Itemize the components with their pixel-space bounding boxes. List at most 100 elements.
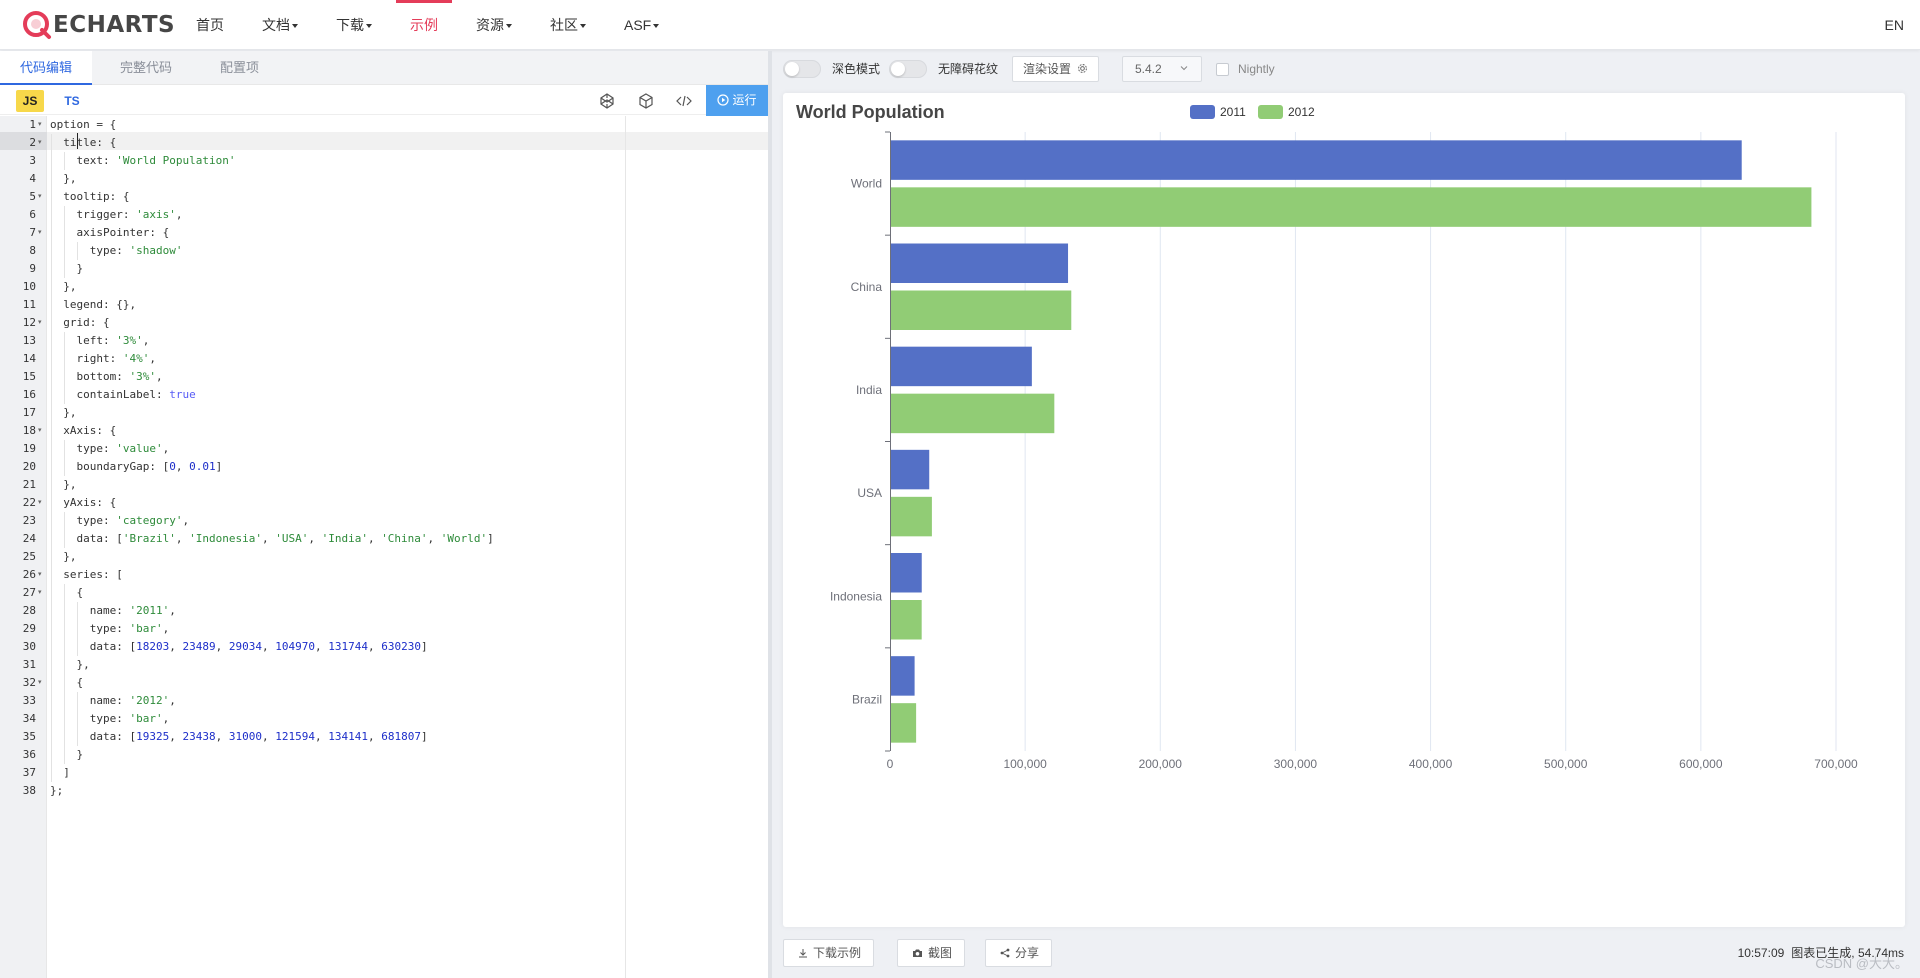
- bar-chart[interactable]: World Population 2011 2012 0 100,000 200,000 3…: [783, 93, 1905, 927]
- nav-menu: 首页 文档 下载 示例 资源 社区 ASF: [182, 0, 683, 50]
- gear-icon: [1078, 64, 1088, 73]
- nightly-checkbox[interactable]: [1216, 63, 1229, 76]
- bar-2011-world: [891, 140, 1742, 180]
- indent-guide: [51, 386, 52, 404]
- fold-toggle-icon[interactable]: ▾: [38, 499, 42, 506]
- fold-toggle-icon[interactable]: ▾: [38, 319, 42, 326]
- code-line: axisPointer: {: [50, 226, 170, 239]
- code-line: type: 'bar',: [50, 712, 170, 725]
- echarts-logo-icon: [23, 11, 51, 39]
- indent-guide: [51, 188, 52, 206]
- indent-guide: [51, 350, 52, 368]
- line-number: 22: [22, 496, 36, 509]
- code-line: name: '2012',: [50, 694, 176, 707]
- render-status: 10:57:09 图表已生成, 54.74ms: [1731, 939, 1904, 967]
- nav-item-label: ASF: [624, 17, 652, 33]
- code-line: left: '3%',: [50, 334, 150, 347]
- nav-item[interactable]: 下载: [322, 0, 386, 50]
- fold-toggle-icon[interactable]: ▾: [38, 121, 42, 128]
- run-label: 运行: [732, 93, 757, 107]
- line-number: 37: [22, 766, 36, 779]
- chart-container[interactable]: World Population 2011 2012 0 100,000 200,000 3…: [783, 93, 1905, 927]
- indent-guide: [64, 746, 66, 764]
- fold-toggle-icon[interactable]: ▾: [38, 193, 42, 200]
- code-line: grid: {: [50, 316, 110, 329]
- code-line: option = {: [50, 118, 117, 131]
- render-settings-button[interactable]: 渲染设置: [1012, 56, 1100, 82]
- fold-toggle-icon[interactable]: ▾: [38, 139, 42, 146]
- line-number: 36: [22, 748, 36, 761]
- nav-item-label: 下载: [336, 17, 364, 33]
- nav-item[interactable]: 文档: [248, 0, 312, 50]
- indent-guide: [51, 728, 52, 746]
- line-number: 19: [22, 442, 36, 455]
- line-number: 28: [22, 604, 36, 617]
- fold-toggle-icon[interactable]: ▾: [38, 427, 42, 434]
- language-switch[interactable]: EN: [1884, 17, 1904, 33]
- indent-guide: [64, 440, 66, 458]
- editor-panel: 代码编辑 完整代码 配置项 JS TS 运行 1 ▾ 2 ▾ 3 4 5 ▾ 6 7 ▾ 8 9 10 11 12…: [0, 51, 768, 978]
- code-line: {: [50, 586, 84, 599]
- js-toggle[interactable]: JS: [16, 90, 44, 112]
- codepen-icon[interactable]: [597, 91, 617, 111]
- code-line: data: [18203, 23489, 29034, 104970, 1317…: [50, 640, 428, 653]
- indent-guide: [51, 764, 52, 782]
- version-select[interactable]: 5.4.2: [1122, 56, 1203, 82]
- fold-toggle-icon[interactable]: ▾: [38, 229, 42, 236]
- indent-guide: [64, 530, 66, 548]
- code-line: bottom: '3%',: [50, 370, 163, 383]
- x-tick-label: 400,000: [1409, 757, 1453, 771]
- indent-guide: [64, 710, 66, 728]
- active-line-highlight: [47, 132, 768, 150]
- line-number: 14: [22, 352, 36, 365]
- caret-down-icon: [292, 24, 298, 29]
- codesandbox-icon[interactable]: [636, 91, 656, 111]
- share-button[interactable]: 分享: [985, 939, 1053, 967]
- y-category-label: USA: [857, 486, 882, 500]
- line-number: 30: [22, 640, 36, 653]
- decal-toggle[interactable]: [889, 60, 927, 78]
- line-number: 35: [22, 730, 36, 743]
- indent-guide: [64, 512, 66, 530]
- fold-toggle-icon[interactable]: ▾: [38, 679, 42, 686]
- nav-item[interactable]: 示例: [396, 0, 452, 50]
- indent-guide: [64, 620, 66, 638]
- fold-toggle-icon[interactable]: ▾: [38, 589, 42, 596]
- line-number: 3: [29, 154, 36, 167]
- indent-guide: [51, 440, 52, 458]
- code-area[interactable]: option = { title: { text: 'World Populat…: [47, 116, 768, 978]
- editor-tab[interactable]: 配置项: [220, 60, 260, 75]
- panel-splitter[interactable]: [768, 51, 772, 978]
- nav-item-label: 示例: [410, 17, 438, 33]
- echarts-logo[interactable]: ECHARTS: [22, 9, 175, 41]
- code-line: },: [50, 172, 77, 185]
- fold-toggle-icon[interactable]: ▾: [38, 571, 42, 578]
- editor-tab[interactable]: 代码编辑: [0, 51, 93, 85]
- y-category-label: China: [851, 280, 883, 294]
- indent-guide: [51, 206, 52, 224]
- editor-tab[interactable]: 完整代码: [120, 60, 173, 75]
- download-example-button[interactable]: 下载示例: [783, 939, 875, 967]
- code-editor[interactable]: 1 ▾ 2 ▾ 3 4 5 ▾ 6 7 ▾ 8 9 10 11 12 ▾ 13 14 15 16 17 18 ▾ 19 20 21 2…: [0, 116, 768, 978]
- nav-item[interactable]: ASF: [610, 0, 673, 50]
- ts-toggle[interactable]: TS: [64, 94, 80, 108]
- nav-item[interactable]: 资源: [462, 0, 526, 50]
- bar-2011-india: [891, 346, 1032, 387]
- screenshot-button[interactable]: 截图: [897, 939, 966, 967]
- run-button[interactable]: 运行: [706, 85, 768, 116]
- y-category-label: Indonesia: [830, 589, 882, 603]
- code-line: },: [50, 280, 77, 293]
- line-number: 15: [22, 370, 36, 383]
- code-line: }: [50, 748, 84, 761]
- format-code-icon[interactable]: [674, 91, 694, 111]
- nav-item[interactable]: 首页: [182, 0, 238, 50]
- nav-item-label: 首页: [196, 17, 224, 33]
- code-line: },: [50, 406, 77, 419]
- dark-mode-toggle[interactable]: [783, 60, 821, 78]
- indent-guide: [64, 368, 66, 386]
- line-number: 13: [22, 334, 36, 347]
- indent-guide: [77, 728, 79, 746]
- x-tick-label: 700,000: [1814, 757, 1858, 771]
- decal-label: 无障碍花纹: [938, 62, 999, 76]
- nav-item[interactable]: 社区: [536, 0, 600, 50]
